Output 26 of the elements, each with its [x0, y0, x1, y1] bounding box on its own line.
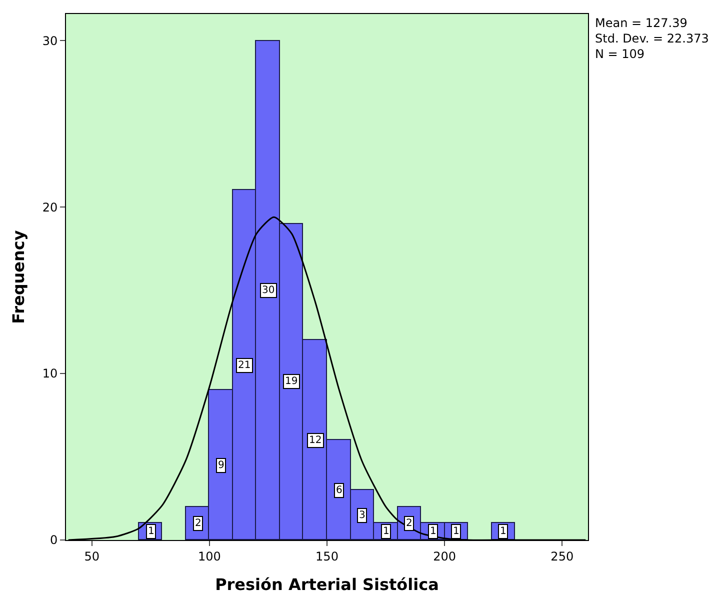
- data-label: 3: [359, 510, 366, 521]
- data-label: 2: [195, 518, 202, 529]
- x-axis-title: Presión Arterial Sistólica: [215, 575, 439, 594]
- x-tick-label: 50: [84, 549, 100, 564]
- x-tick-label: 250: [550, 549, 574, 564]
- data-label: 1: [453, 526, 460, 537]
- y-tick-label: 10: [42, 366, 58, 381]
- data-label: 30: [262, 285, 275, 296]
- data-label: 6: [336, 485, 342, 496]
- y-tick-label: 30: [42, 34, 58, 48]
- data-label: 1: [430, 526, 436, 537]
- data-label: 9: [218, 460, 224, 471]
- data-label: 1: [383, 526, 390, 537]
- text: Mean = 127.39 Std. Dev. = 22.373 N = 109: [595, 16, 709, 62]
- y-tick-label: 0: [50, 533, 58, 548]
- data-label: 12: [309, 435, 322, 446]
- y-axis-title: Frequency: [9, 230, 28, 324]
- data-label: 1: [500, 526, 506, 537]
- x-tick-label: 200: [433, 549, 456, 564]
- y-tick-label: 20: [42, 200, 58, 214]
- data-label: 1: [148, 526, 154, 537]
- data-label: 21: [238, 360, 251, 371]
- x-tick-label: 100: [198, 549, 221, 564]
- data-label: 19: [285, 376, 298, 387]
- data-label: 2: [406, 518, 412, 529]
- x-tick-label: 150: [316, 549, 338, 564]
